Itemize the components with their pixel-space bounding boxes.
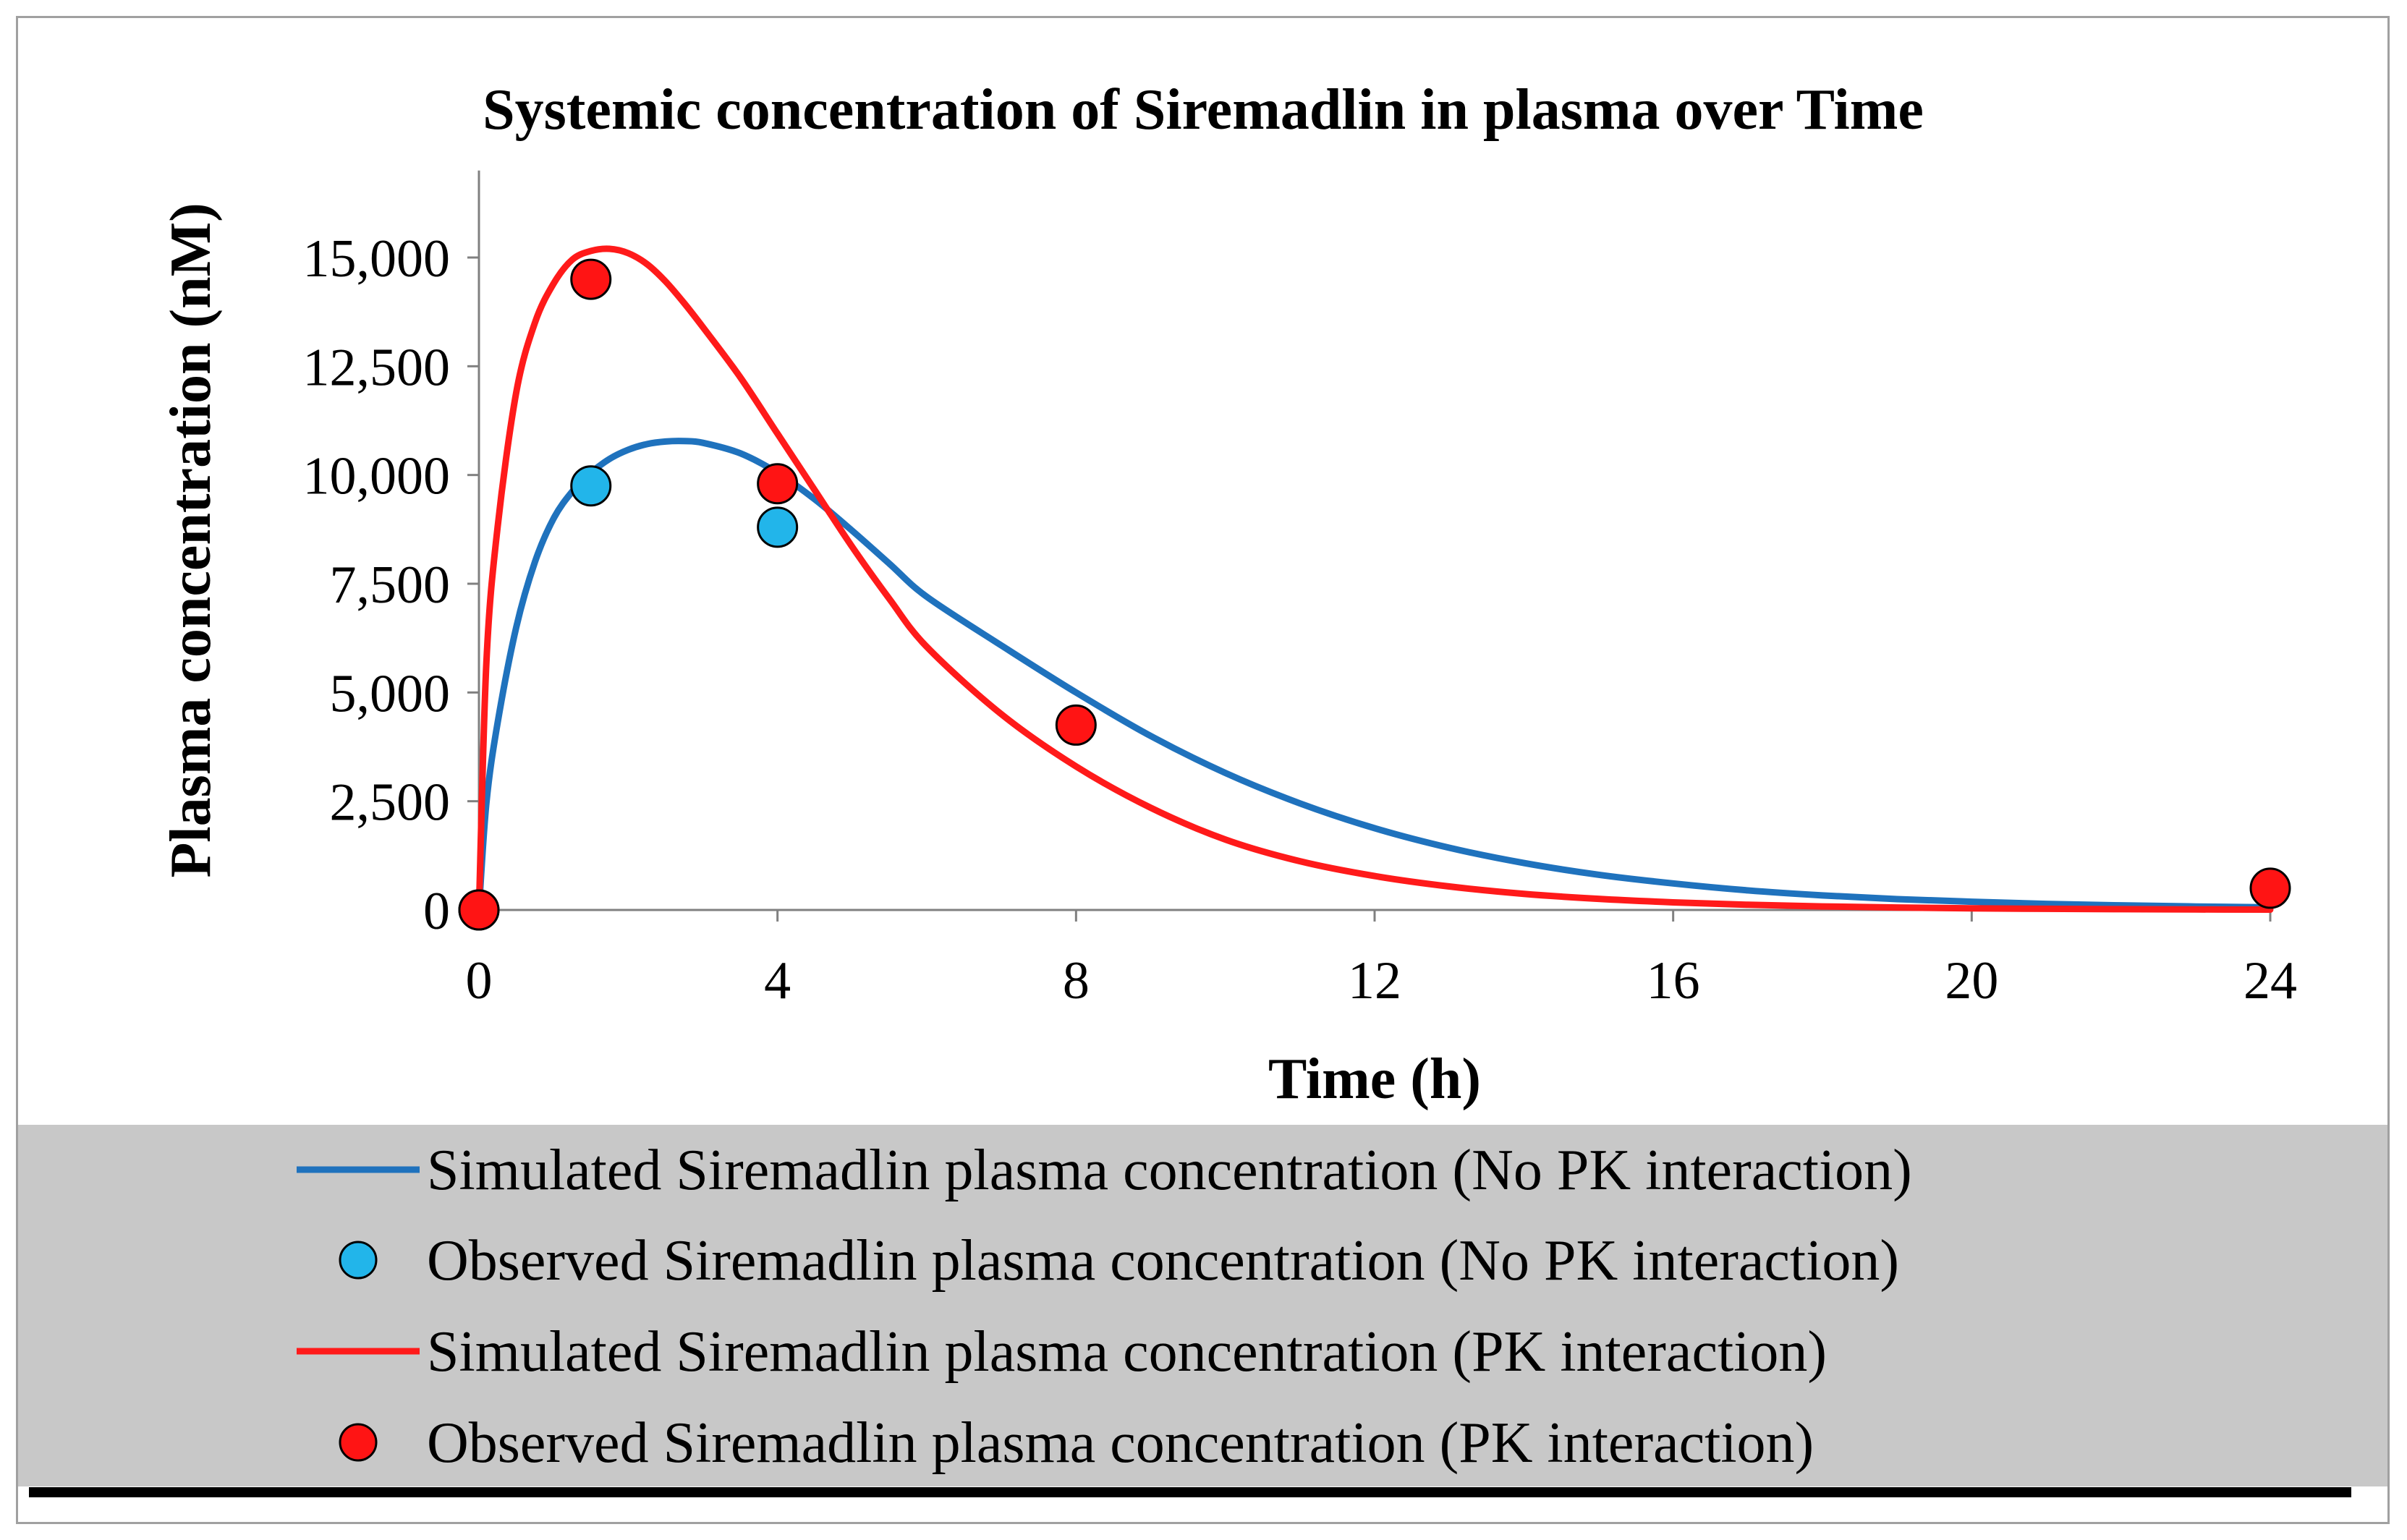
x-tick-label: 20: [1945, 951, 1998, 1011]
chart-title: Systemic concentration of Siremadlin in …: [483, 78, 1924, 142]
y-axis-label: Plasma concentration (nM): [159, 203, 223, 877]
series-line-pk-interaction: [475, 245, 2274, 914]
data-point-pk-interaction: [757, 463, 799, 505]
y-tick-label: 10,000: [303, 447, 451, 506]
x-tick-label: 4: [764, 951, 791, 1011]
x-axis-label: Time (h): [1268, 1047, 1481, 1111]
data-point-pk-interaction: [458, 889, 500, 931]
x-axis-ticks: 0 4 8 12 16 20 24: [466, 910, 2297, 1011]
y-tick-label: 15,000: [303, 229, 451, 289]
data-point-pk-interaction: [2249, 867, 2291, 909]
x-tick-label: 0: [466, 951, 493, 1011]
y-tick-label: 0: [423, 882, 450, 941]
legend-entry-label: Simulated Siremadlin plasma concentratio…: [427, 1320, 1827, 1384]
legend-entry-label: Observed Siremadlin plasma concentration…: [427, 1229, 1899, 1293]
y-axis-ticks: 0 2,500 5,000 7,500 10,000 12,500 15,000: [303, 229, 479, 941]
data-point-pk-interaction: [1055, 704, 1097, 746]
y-tick-label: 12,500: [303, 338, 451, 397]
bottom-rule: [29, 1487, 2351, 1497]
x-tick-label: 8: [1063, 951, 1090, 1011]
y-tick-label: 7,500: [330, 556, 451, 615]
data-point-no-pk-interaction: [570, 465, 612, 507]
legend-background: [18, 1125, 2387, 1486]
x-tick-label: 16: [1647, 951, 1700, 1011]
y-tick-label: 5,000: [330, 664, 451, 723]
legend-marker-swatch: [339, 1423, 378, 1462]
x-tick-label: 24: [2243, 951, 2297, 1011]
legend: Simulated Siremadlin plasma concentratio…: [297, 1139, 1912, 1475]
legend-entry-label: Simulated Siremadlin plasma concentratio…: [427, 1139, 1912, 1202]
legend-entry-label: Observed Siremadlin plasma concentration…: [427, 1411, 1814, 1475]
data-point-pk-interaction: [570, 258, 612, 300]
series-layer: [458, 245, 2291, 931]
legend-marker-swatch: [339, 1241, 378, 1280]
x-tick-label: 12: [1348, 951, 1401, 1011]
data-point-no-pk-interaction: [757, 506, 799, 548]
y-tick-label: 2,500: [330, 773, 451, 833]
series-line-no-pk-interaction: [475, 438, 2274, 914]
